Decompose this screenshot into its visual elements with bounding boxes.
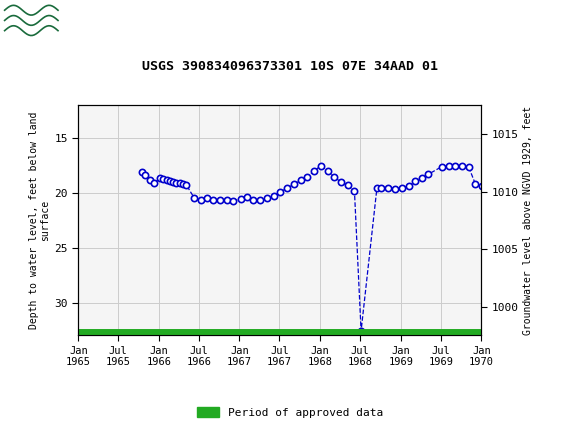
Text: USGS: USGS (67, 12, 122, 29)
Y-axis label: Depth to water level, feet below land
surface: Depth to water level, feet below land su… (28, 112, 50, 329)
Legend: Period of approved data: Period of approved data (193, 403, 387, 422)
FancyBboxPatch shape (3, 3, 61, 37)
Y-axis label: Groundwater level above NGVD 1929, feet: Groundwater level above NGVD 1929, feet (523, 106, 533, 335)
Text: USGS 390834096373301 10S 07E 34AAD 01: USGS 390834096373301 10S 07E 34AAD 01 (142, 60, 438, 73)
